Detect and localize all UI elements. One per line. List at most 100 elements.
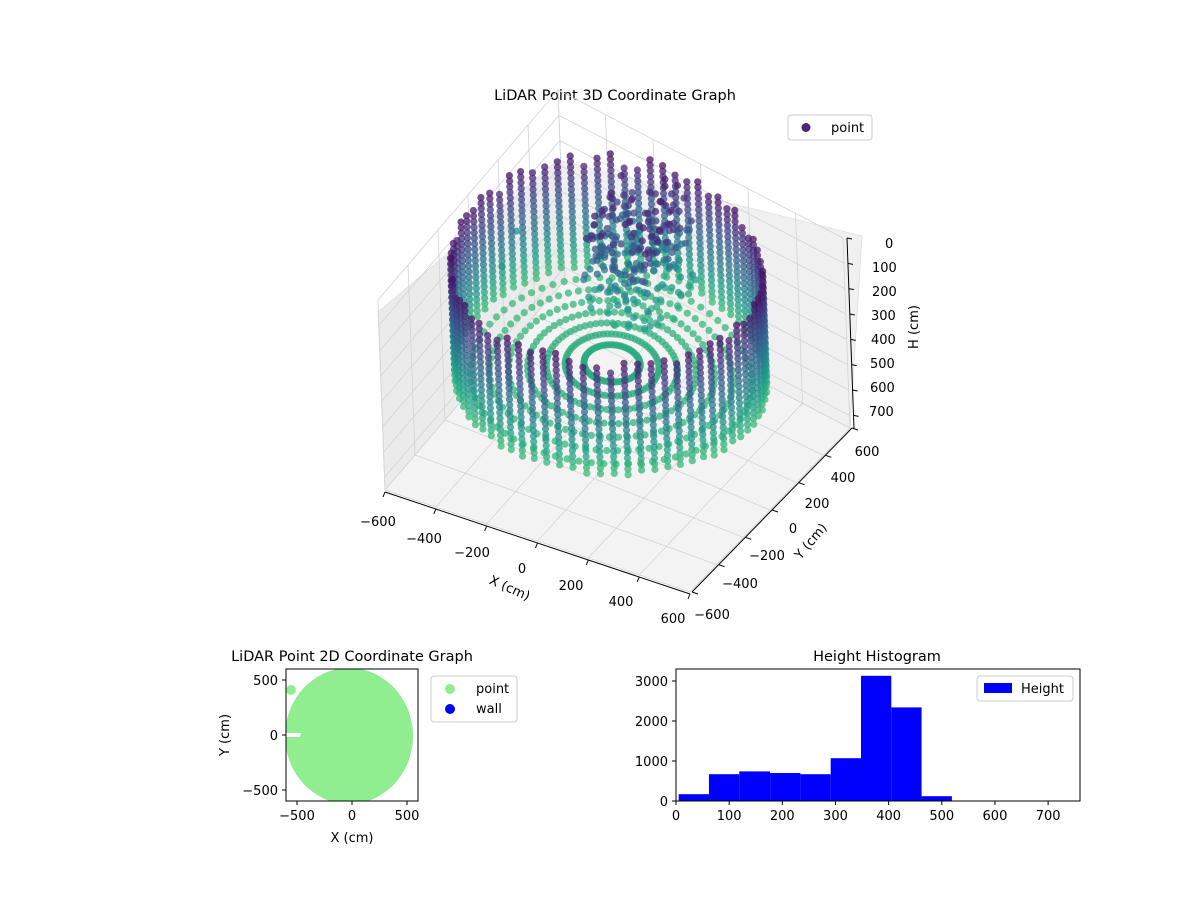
scatter-point-3d bbox=[515, 352, 523, 360]
scatter-point-3d bbox=[756, 258, 765, 266]
scatter-point-3d bbox=[716, 254, 724, 262]
scatter-point-3d bbox=[734, 360, 742, 368]
scatter-point-3d bbox=[493, 336, 501, 344]
scatter-point-3d bbox=[697, 272, 705, 281]
scatter-point-3d bbox=[479, 255, 487, 263]
scatter-point-3d bbox=[748, 387, 757, 395]
scatter-point-3d bbox=[508, 238, 516, 247]
histogram: Height Histogram 0 100 200 300 400 500 600 7000… bbox=[635, 649, 1081, 824]
scatter-point-3d bbox=[677, 291, 685, 299]
scatter-point-3d bbox=[487, 426, 495, 434]
scatter-point-3d bbox=[567, 174, 575, 182]
scatter-point-3d bbox=[568, 202, 576, 210]
scatter-point-3d bbox=[716, 265, 725, 273]
scatter-point-3d bbox=[489, 267, 497, 275]
scatter-point-3d bbox=[725, 336, 733, 345]
scatter-point-3d bbox=[568, 213, 577, 221]
scatter-point-3d bbox=[532, 263, 540, 272]
scatter-point-3d bbox=[498, 246, 506, 254]
x-axis-label: X (cm) bbox=[331, 831, 374, 846]
scatter-point-3d bbox=[603, 224, 611, 233]
scatter-point-3d bbox=[487, 432, 495, 440]
scatter-point-3d bbox=[495, 375, 503, 383]
scatter-point-3d bbox=[635, 216, 643, 224]
scatter-point-3d bbox=[718, 304, 726, 312]
scatter-point-3d bbox=[497, 442, 505, 450]
scatter-point-3d bbox=[706, 242, 714, 251]
scatter-point-3d bbox=[449, 240, 457, 248]
scatter-point-3d bbox=[694, 189, 702, 197]
scatter-point-3d bbox=[717, 362, 725, 370]
scatter-point-3d bbox=[697, 278, 706, 286]
scatter-point-3d bbox=[557, 264, 565, 272]
scatter-point-3d bbox=[733, 268, 741, 276]
scatter-point-3d bbox=[568, 447, 577, 455]
scatter-point-3d bbox=[542, 196, 550, 204]
scatter-point-3d bbox=[714, 193, 722, 201]
scatter-point-3d bbox=[716, 340, 724, 348]
scatter-point-3d bbox=[477, 364, 485, 372]
scatter-point-3d bbox=[449, 281, 457, 289]
scatter-point-3d bbox=[707, 259, 715, 267]
scatter-point-3d bbox=[638, 466, 646, 474]
scatter-point-3d bbox=[504, 356, 512, 364]
grid-line-back bbox=[795, 213, 803, 404]
scatter-point-3d bbox=[541, 403, 549, 411]
scatter-point-3d bbox=[736, 421, 744, 430]
scatter-point-3d bbox=[635, 205, 643, 213]
scatter-point-3d bbox=[717, 271, 725, 279]
scatter-point-3d bbox=[696, 233, 704, 242]
scatter-point-3d bbox=[555, 213, 563, 222]
scatter-point-3d bbox=[582, 458, 590, 466]
scatter-point-3d bbox=[674, 405, 682, 413]
x-tick-label: −500 bbox=[279, 809, 315, 824]
scatter-point-3d bbox=[684, 211, 692, 219]
scatter-point-3d bbox=[697, 303, 705, 311]
scatter-point-3d bbox=[477, 386, 485, 394]
scatter-point-3d bbox=[495, 392, 503, 400]
scatter-point-3d bbox=[673, 377, 681, 385]
x-tick-label: 600 bbox=[661, 612, 686, 627]
scatter-point-3d bbox=[707, 270, 715, 278]
scatter-point-3d bbox=[685, 368, 693, 376]
scatter-point-3d bbox=[634, 366, 642, 374]
scatter-point-3d bbox=[709, 412, 717, 420]
scatter-point-3d bbox=[556, 236, 564, 244]
scatter-point-3d bbox=[615, 420, 623, 428]
scatter-point-3d bbox=[479, 249, 487, 257]
scatter-point-3d bbox=[622, 210, 631, 218]
scatter-point-3d bbox=[612, 216, 621, 224]
scatter-point-3d bbox=[464, 379, 472, 387]
scatter-point-3d bbox=[719, 423, 727, 432]
scatter-point-3d bbox=[580, 391, 588, 399]
scatter-point-3d bbox=[635, 394, 643, 402]
scatter-point-3d bbox=[543, 458, 551, 466]
scatter-point-3d bbox=[739, 240, 747, 248]
x-tick-label: −400 bbox=[406, 532, 442, 547]
scatter-point-3d bbox=[591, 286, 599, 294]
scatter-point-3d bbox=[646, 161, 654, 169]
scatter-point-3d bbox=[610, 308, 619, 316]
scatter-point-3d bbox=[706, 248, 715, 256]
scatter-point-3d bbox=[555, 219, 564, 227]
scatter-point-3d bbox=[732, 234, 740, 242]
scatter-point-3d bbox=[716, 345, 724, 353]
scatter-point-3d bbox=[578, 298, 586, 307]
histogram-bar bbox=[891, 707, 922, 801]
scatter-point-3d bbox=[494, 347, 502, 355]
x-tick-label: 100 bbox=[717, 809, 742, 824]
scatter-point-3d bbox=[607, 166, 615, 175]
scatter-point-3d bbox=[695, 206, 703, 214]
scatter-point-3d bbox=[650, 454, 659, 462]
scatter-point-3d bbox=[627, 196, 636, 204]
scatter-point-3d bbox=[695, 217, 703, 225]
scatter-point-3d bbox=[550, 322, 558, 330]
scatter-point-3d bbox=[463, 234, 471, 242]
scatter-point-3d bbox=[707, 265, 715, 273]
scatter-point-3d bbox=[676, 460, 685, 468]
scatter-point-3d bbox=[685, 356, 693, 364]
histogram-bar bbox=[739, 771, 771, 801]
scatter-point-3d bbox=[723, 210, 731, 218]
histogram-title: Height Histogram bbox=[813, 649, 941, 665]
scatter-point-3d bbox=[623, 448, 631, 457]
